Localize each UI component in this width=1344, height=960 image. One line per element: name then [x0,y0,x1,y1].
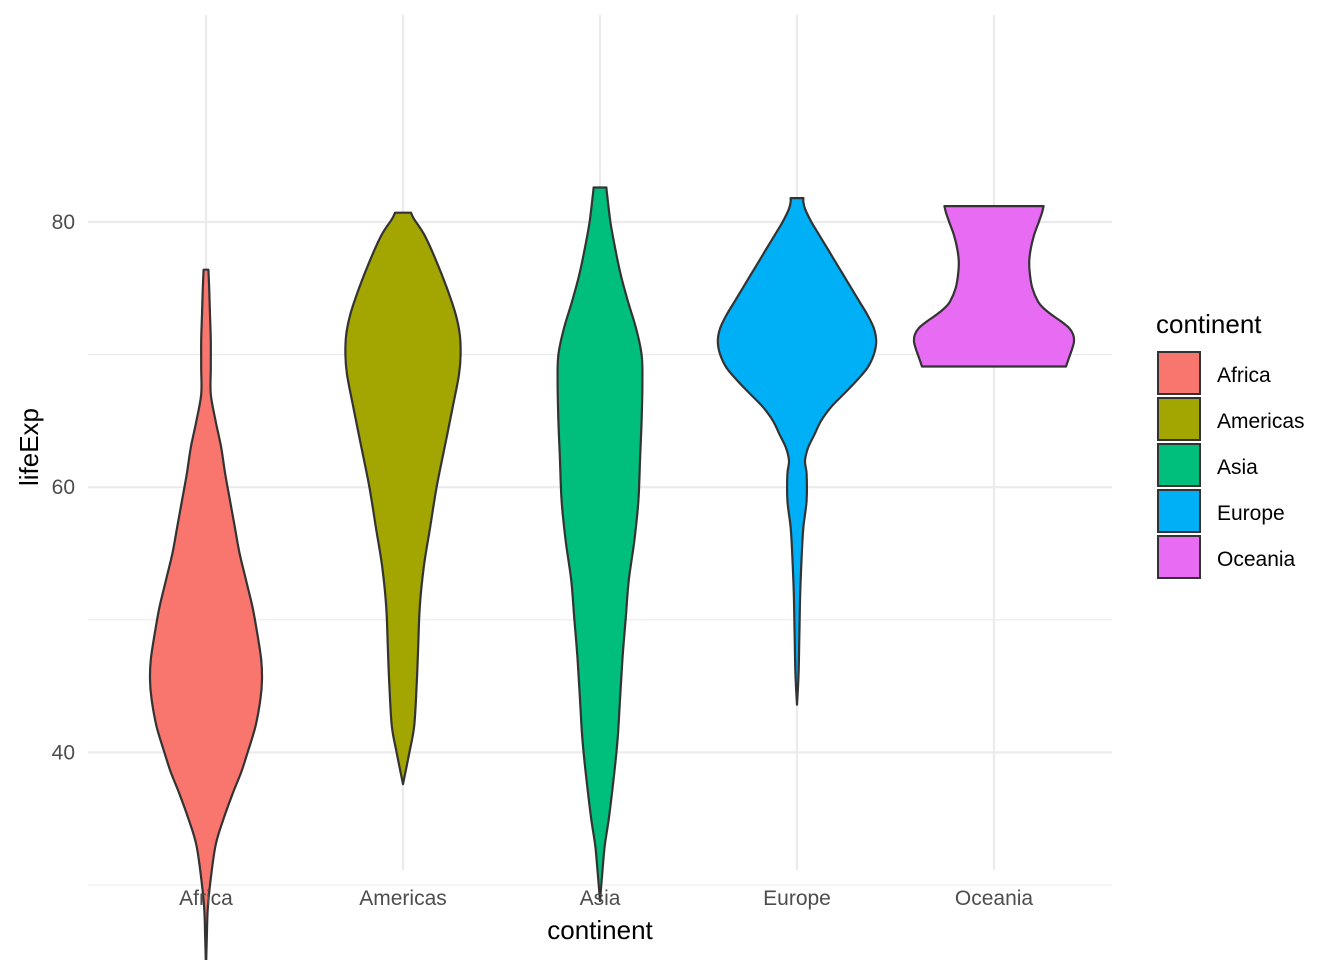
y-tick-label: 40 [52,741,75,764]
x-tick-label: Africa [179,887,233,910]
violin-americas [344,211,462,786]
x-axis-ticks: Africa Americas Asia Europe Oceania [179,887,1033,910]
violin-asia [556,186,644,902]
x-tick-label: Americas [359,887,447,910]
y-tick-label: 80 [52,211,75,234]
legend-key-asia [1157,443,1201,487]
x-tick-label: Europe [763,887,831,910]
x-tick-label: Asia [580,887,621,910]
legend-label: Africa [1217,364,1271,387]
violin-europe [716,197,878,706]
legend-label: Americas [1217,410,1305,433]
legend-key-europe [1157,489,1201,533]
violin-oceania [912,205,1076,368]
legend: continent Africa Americas Asia Europe Oceani… [1156,309,1305,579]
legend-items: Africa Americas Asia Europe Oceania [1157,351,1305,579]
y-axis-title: lifeExp [14,408,44,486]
violin-africa [148,268,264,960]
legend-key-oceania [1157,535,1201,579]
legend-title: continent [1156,309,1262,339]
legend-label: Oceania [1217,548,1296,571]
legend-key-africa [1157,351,1201,395]
x-axis-title: continent [547,915,653,945]
x-tick-label: Oceania [955,887,1034,910]
violins [148,186,1076,960]
legend-label: Europe [1217,502,1285,525]
legend-label: Asia [1217,456,1258,479]
y-axis-ticks: 40 60 80 [52,211,75,764]
y-tick-label: 60 [52,476,75,499]
legend-key-americas [1157,397,1201,441]
